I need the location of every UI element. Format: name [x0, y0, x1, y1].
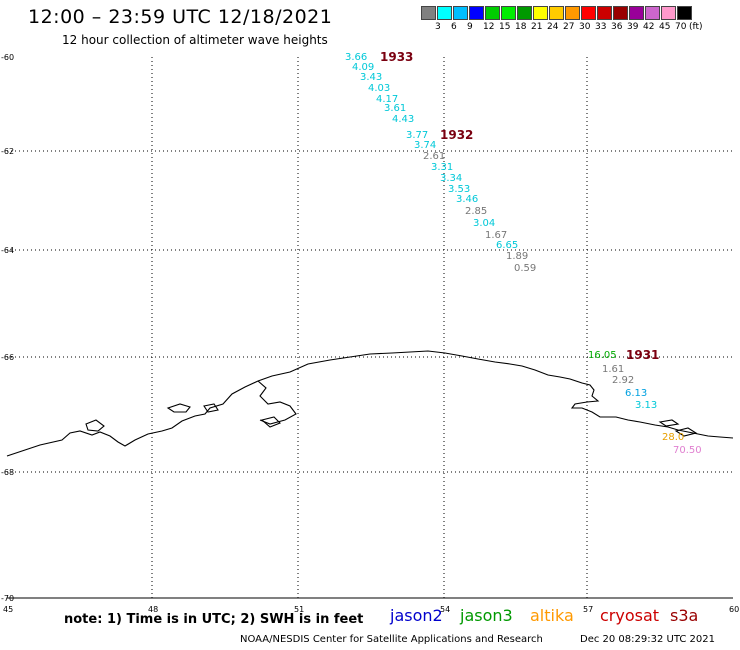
wave-height-labels: 3.664.093.434.034.173.614.43 3.773.742.61…	[345, 52, 702, 456]
coast-island-4	[260, 416, 281, 428]
lat-lon-grid: -60 -62 -64 -66 -68 -70 45 48 51 54 57 60	[1, 53, 739, 614]
scale-swatch	[421, 6, 436, 20]
wave-height-label: 70.50	[673, 445, 702, 456]
scale-label: 27	[563, 22, 575, 32]
wave-height-label: 1.67	[485, 230, 507, 241]
lat-tick-label: -66	[1, 353, 14, 362]
lat-tick-label: -70	[1, 594, 14, 603]
antarctic-coastline	[6, 350, 734, 457]
wave-height-label: 3.77	[406, 130, 428, 141]
wave-height-label: 6.13	[625, 388, 647, 399]
lat-tick-label: -68	[1, 468, 14, 477]
map-subtitle: 12 hour collection of altimeter wave hei…	[62, 33, 328, 47]
legend-item-jason3: jason3	[460, 606, 513, 625]
scale-label: 15	[499, 22, 511, 32]
lon-tick-label: 54	[440, 605, 450, 614]
scale-swatch	[437, 6, 452, 20]
pass-id-label: 1933	[380, 50, 413, 64]
wave-height-label: 3.66	[345, 52, 367, 63]
wave-height-label: 2.85	[465, 206, 487, 217]
wave-height-label: 3.61	[384, 103, 406, 114]
scale-label: 45	[659, 22, 671, 32]
units-note: note: 1) Time is in UTC; 2) SWH is in fe…	[64, 612, 364, 627]
scale-swatch	[613, 6, 628, 20]
scale-swatch	[565, 6, 580, 20]
lon-tick-label: 48	[148, 605, 158, 614]
legend-item-cryosat: cryosat	[600, 606, 660, 625]
wave-height-label: 4.03	[368, 83, 390, 94]
scale-swatch	[485, 6, 500, 20]
wave-height-label: 3.04	[473, 218, 495, 229]
scale-swatch	[533, 6, 548, 20]
scale-swatch	[549, 6, 564, 20]
legend-item-jason2: jason2	[390, 606, 443, 625]
wave-height-label: 3.34	[440, 173, 462, 184]
scale-swatch	[581, 6, 596, 20]
pass-id-label: 1931	[626, 348, 659, 362]
wave-height-label: 3.53	[448, 184, 470, 195]
wave-height-label: 3.13	[635, 400, 657, 411]
scale-label: 39	[627, 22, 639, 32]
wave-height-label: 2.61	[423, 151, 445, 162]
scale-swatch	[629, 6, 644, 20]
lon-tick-label: 60	[729, 605, 739, 614]
wave-height-label: 2.92	[612, 375, 634, 386]
lat-tick-label: -64	[1, 246, 14, 255]
pass-labels: 1933 1932 1931	[380, 50, 659, 362]
wave-height-label: 28.0	[662, 432, 684, 443]
scale-label: 42	[643, 22, 655, 32]
scale-label: 24	[547, 22, 559, 32]
scale-swatch	[597, 6, 612, 20]
lon-tick-label: 51	[294, 605, 304, 614]
scale-label: 30	[579, 22, 591, 32]
map-title: 12:00 – 23:59 UTC 12/18/2021	[28, 6, 333, 28]
wave-height-label: 1.61	[602, 364, 624, 375]
wave-height-label: 4.09	[352, 62, 374, 73]
scale-swatch	[453, 6, 468, 20]
coast-island-2	[203, 403, 219, 413]
wave-height-label: 4.17	[376, 94, 398, 105]
scale-label: 9	[467, 22, 473, 32]
credit-text: NOAA/NESDIS Center for Satellite Applica…	[240, 634, 543, 645]
wave-height-label: 4.43	[392, 114, 414, 125]
wave-height-label: 0.59	[514, 263, 536, 274]
wave-height-label: 3.31	[431, 162, 453, 173]
scale-swatch	[677, 6, 692, 20]
generation-timestamp: Dec 20 08:29:32 UTC 2021	[580, 634, 715, 645]
scale-label: 21	[531, 22, 543, 32]
scale-label: 36	[611, 22, 623, 32]
wave-height-color-scale	[421, 6, 693, 20]
legend-item-s3a: s3a	[670, 606, 699, 625]
scale-label: 18	[515, 22, 527, 32]
scale-swatch	[517, 6, 532, 20]
wave-height-label: 3.74	[414, 140, 436, 151]
lat-tick-label: -62	[1, 147, 14, 156]
coast-island-6	[674, 427, 698, 437]
pass-id-label: 1932	[440, 128, 473, 142]
wave-height-label: 3.43	[360, 72, 382, 83]
wave-height-label: 3.46	[456, 194, 478, 205]
wave-height-label: 6.65	[496, 240, 518, 251]
coast-island-5	[658, 419, 680, 427]
coast-inlet-west	[257, 380, 297, 425]
scale-label: 33	[595, 22, 607, 32]
scale-swatch	[501, 6, 516, 20]
scale-label: 12	[483, 22, 495, 32]
coast-island-1	[166, 403, 191, 413]
wave-height-label: 16.05	[588, 350, 617, 361]
lon-tick-label: 45	[3, 605, 13, 614]
scale-label: 3	[435, 22, 441, 32]
scale-swatch	[661, 6, 676, 20]
scale-swatch	[645, 6, 660, 20]
scale-swatch	[469, 6, 484, 20]
legend-item-altika: altika	[530, 606, 574, 625]
lon-tick-label: 57	[583, 605, 593, 614]
lat-tick-label: -60	[1, 53, 14, 62]
coast-island-3	[85, 419, 105, 432]
scale-label: 6	[451, 22, 457, 32]
scale-label: 70	[675, 22, 687, 32]
scale-label: (ft)	[689, 22, 703, 32]
wave-height-label: 1.89	[506, 251, 528, 262]
